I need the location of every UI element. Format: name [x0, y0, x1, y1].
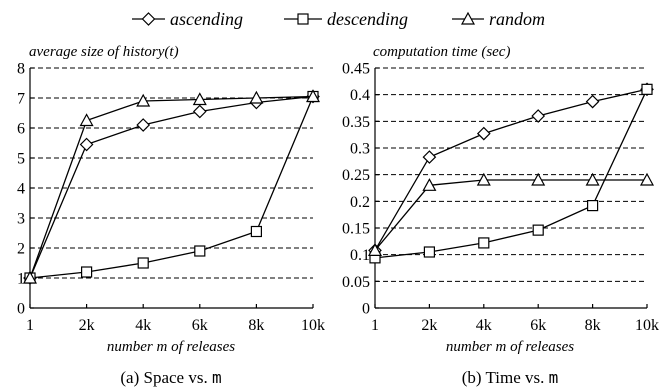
series-random	[367, 172, 655, 256]
data-point-square	[250, 225, 262, 238]
legend-item-descending: descending	[284, 9, 408, 29]
series-line-descending	[374, 89, 648, 259]
legend: ascending descending random	[132, 9, 545, 29]
x-tick-label: 2k	[421, 317, 437, 334]
data-point-diamond	[422, 150, 437, 164]
data-point-square	[532, 224, 544, 236]
data-point-diamond	[79, 137, 94, 152]
y-tick-label: 0.3	[350, 141, 370, 158]
y-ticks: 0 0.05 0.1 0.15 0.2 0.25 0.3 0.35 0.4 0.45	[342, 61, 379, 318]
data-point-triangle	[422, 178, 437, 191]
data-point-triangle	[305, 89, 321, 103]
x-tick-label: 1	[371, 317, 379, 334]
data-point-triangle	[136, 93, 151, 107]
series-line-descending	[29, 96, 314, 279]
y-tick-label: 0.2	[350, 194, 370, 211]
legend-label: random	[489, 9, 545, 29]
y-ticks: 0 1 2 3 4 5 6 7 8	[17, 61, 34, 318]
chart-caption: (a) Space vs. m	[120, 368, 221, 387]
x-axis-label: number m of releases	[446, 339, 574, 355]
legend-square-marker	[297, 13, 309, 25]
data-point-triangle	[249, 90, 264, 104]
data-point-diamond	[136, 118, 151, 132]
data-point-triangle	[192, 92, 207, 106]
y-axis-label: average size of history(t)	[29, 44, 179, 60]
gridlines	[375, 67, 647, 282]
x-tick-label: 6k	[192, 317, 208, 334]
legend-triangle-marker	[460, 11, 476, 25]
chart-caption: (b) Time vs. m	[462, 368, 559, 387]
y-tick-label: 0.1	[350, 247, 370, 264]
x-tick-label: 4k	[476, 317, 492, 334]
data-point-triangle	[367, 243, 383, 256]
series-line-random	[29, 95, 314, 279]
data-point-square	[586, 200, 599, 212]
y-tick-label: 3	[17, 211, 25, 228]
data-point-square	[641, 83, 653, 95]
x-axis-label: number m of releases	[107, 339, 235, 355]
data-point-triangle	[22, 270, 38, 284]
data-point-triangle	[585, 172, 600, 186]
x-ticks: 1 2k 4k 6k 8k 10k	[26, 304, 325, 334]
legend-item-random: random	[452, 9, 545, 29]
legend-diamond-marker	[141, 12, 156, 26]
x-tick-label: 1	[26, 317, 34, 334]
data-point-square	[194, 245, 206, 257]
data-point-square	[80, 266, 93, 278]
data-point-triangle	[639, 172, 655, 186]
data-point-diamond	[476, 126, 491, 141]
series-descending	[369, 83, 653, 264]
legend-label: ascending	[170, 9, 243, 29]
data-point-diamond	[531, 109, 546, 123]
data-point-triangle	[79, 113, 94, 127]
x-tick-label: 10k	[301, 317, 325, 334]
y-tick-label: 0.4	[350, 87, 370, 104]
gridlines	[30, 67, 313, 279]
data-point-square	[478, 237, 490, 249]
y-tick-label: 0	[17, 301, 25, 318]
series-line-ascending	[29, 95, 314, 279]
series-ascending	[368, 82, 654, 258]
y-axis-label: computation time (sec)	[373, 44, 510, 60]
data-point-diamond	[585, 94, 600, 109]
y-tick-label: 0.45	[342, 61, 370, 78]
series-line-random	[374, 179, 647, 251]
time-chart: computation time (sec) number m of relea…	[342, 44, 659, 387]
data-point-triangle	[476, 172, 491, 186]
series-line-ascending	[374, 88, 648, 251]
x-tick-label: 6k	[530, 317, 546, 334]
legend-label: descending	[327, 9, 408, 29]
data-point-square	[423, 246, 435, 258]
y-tick-label: 5	[17, 151, 25, 168]
y-tick-label: 0.35	[342, 114, 370, 131]
x-tick-label: 2k	[79, 317, 95, 334]
y-tick-label: 7	[17, 91, 25, 108]
y-tick-label: 0.25	[342, 167, 370, 184]
y-tick-label: 6	[17, 121, 25, 138]
x-tick-label: 10k	[635, 317, 659, 334]
legend-item-ascending: ascending	[132, 9, 243, 29]
data-point-triangle	[531, 172, 546, 186]
x-tick-label: 8k	[248, 317, 264, 334]
series-random	[22, 89, 321, 284]
x-tick-label: 8k	[585, 317, 601, 334]
y-tick-label: 2	[17, 241, 25, 258]
y-tick-label: 0	[362, 301, 370, 318]
y-tick-label: 1	[17, 271, 25, 288]
y-tick-label: 8	[17, 61, 25, 78]
x-ticks: 1 2k 4k 6k 8k 10k	[371, 304, 659, 334]
space-chart: average size of history(t) number m of r…	[17, 44, 325, 387]
data-point-square	[137, 257, 149, 269]
y-tick-label: 0.15	[342, 221, 370, 238]
y-tick-label: 0.05	[342, 274, 370, 291]
x-tick-label: 4k	[135, 317, 151, 334]
data-point-diamond	[192, 104, 207, 119]
y-tick-label: 4	[17, 181, 25, 198]
